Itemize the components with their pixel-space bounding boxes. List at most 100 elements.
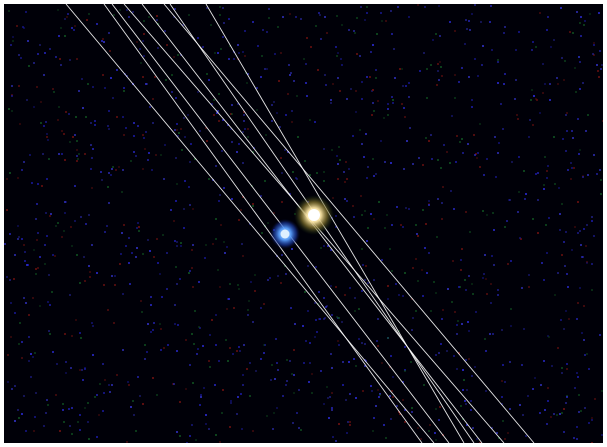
noise-pixel bbox=[8, 108, 10, 110]
noise-pixel bbox=[342, 384, 344, 386]
noise-pixel bbox=[387, 103, 389, 105]
noise-pixel bbox=[64, 333, 66, 335]
noise-pixel bbox=[141, 311, 143, 313]
noise-pixel bbox=[329, 396, 331, 398]
noise-pixel bbox=[587, 174, 589, 176]
noise-pixel bbox=[268, 8, 270, 10]
noise-pixel bbox=[199, 130, 201, 132]
noise-pixel bbox=[582, 176, 584, 178]
noise-pixel bbox=[596, 173, 598, 175]
noise-pixel bbox=[389, 366, 391, 368]
noise-pixel bbox=[185, 388, 187, 390]
noise-pixel bbox=[64, 201, 66, 203]
noise-pixel bbox=[583, 228, 585, 230]
noise-pixel bbox=[518, 156, 520, 158]
noise-pixel bbox=[145, 131, 147, 133]
noise-pixel bbox=[185, 339, 187, 341]
noise-pixel bbox=[546, 29, 548, 31]
noise-pixel bbox=[355, 111, 357, 113]
noise-pixel bbox=[528, 136, 530, 138]
noise-pixel bbox=[582, 82, 584, 84]
noise-pixel bbox=[84, 368, 86, 370]
noise-pixel bbox=[391, 96, 393, 98]
noise-pixel bbox=[67, 13, 69, 15]
noise-pixel bbox=[41, 185, 43, 187]
noise-pixel bbox=[489, 21, 491, 23]
noise-pixel bbox=[397, 6, 399, 8]
noise-pixel bbox=[330, 99, 332, 101]
noise-pixel bbox=[219, 194, 221, 196]
noise-pixel bbox=[575, 91, 577, 93]
noise-pixel bbox=[225, 339, 227, 341]
noise-pixel bbox=[206, 7, 208, 9]
noise-pixel bbox=[328, 417, 330, 419]
noise-pixel bbox=[494, 136, 496, 138]
noise-pixel bbox=[79, 282, 81, 284]
noise-pixel bbox=[456, 135, 458, 137]
noise-pixel bbox=[35, 218, 37, 220]
noise-pixel bbox=[378, 201, 380, 203]
noise-pixel bbox=[243, 344, 245, 346]
noise-pixel bbox=[456, 324, 458, 326]
noise-pixel bbox=[332, 83, 334, 85]
noise-pixel bbox=[112, 97, 114, 99]
noise-pixel bbox=[475, 311, 477, 313]
noise-pixel bbox=[393, 48, 395, 50]
noise-pixel bbox=[377, 318, 379, 320]
noise-pixel bbox=[48, 274, 50, 276]
noise-pixel bbox=[404, 409, 406, 411]
noise-pixel bbox=[361, 98, 363, 100]
noise-pixel bbox=[205, 127, 207, 129]
noise-pixel bbox=[139, 395, 141, 397]
noise-pixel bbox=[576, 318, 578, 320]
noise-pixel bbox=[482, 210, 484, 212]
noise-pixel bbox=[516, 114, 518, 116]
noise-pixel bbox=[421, 269, 423, 271]
noise-pixel bbox=[465, 19, 467, 21]
noise-pixel bbox=[204, 257, 206, 259]
noise-pixel bbox=[543, 188, 545, 190]
noise-pixel bbox=[29, 154, 31, 156]
noise-pixel bbox=[561, 372, 563, 374]
noise-pixel bbox=[108, 384, 110, 386]
noise-pixel bbox=[110, 174, 112, 176]
noise-pixel bbox=[291, 121, 293, 123]
noise-pixel bbox=[103, 284, 105, 286]
noise-pixel bbox=[84, 280, 86, 282]
noise-pixel bbox=[189, 270, 191, 272]
noise-pixel bbox=[59, 430, 61, 432]
noise-pixel bbox=[342, 361, 344, 363]
noise-pixel bbox=[293, 80, 295, 82]
noise-pixel bbox=[324, 317, 326, 319]
noise-pixel bbox=[560, 7, 562, 9]
noise-pixel bbox=[502, 364, 504, 366]
noise-pixel bbox=[228, 298, 230, 300]
noise-pixel bbox=[46, 399, 48, 401]
noise-pixel bbox=[94, 396, 96, 398]
noise-pixel bbox=[12, 36, 14, 38]
noise-pixel bbox=[223, 241, 225, 243]
noise-pixel bbox=[215, 314, 217, 316]
noise-pixel bbox=[56, 363, 58, 365]
noise-pixel bbox=[325, 306, 327, 308]
noise-pixel bbox=[197, 91, 199, 93]
noise-pixel bbox=[441, 202, 443, 204]
noise-pixel bbox=[319, 14, 321, 16]
noise-pixel bbox=[49, 333, 51, 335]
noise-pixel bbox=[338, 344, 340, 346]
noise-pixel bbox=[586, 353, 588, 355]
noise-pixel bbox=[286, 359, 288, 361]
noise-pixel bbox=[104, 379, 106, 381]
noise-pixel bbox=[160, 349, 162, 351]
noise-pixel bbox=[205, 423, 207, 425]
noise-pixel bbox=[598, 12, 600, 14]
noise-pixel bbox=[343, 171, 345, 173]
noise-pixel bbox=[591, 442, 593, 443]
noise-pixel bbox=[484, 254, 486, 256]
noise-pixel bbox=[442, 309, 444, 311]
noise-pixel bbox=[281, 172, 283, 174]
noise-pixel bbox=[335, 46, 337, 48]
satellite-track-line bbox=[65, 4, 435, 443]
noise-pixel bbox=[504, 73, 506, 75]
noise-pixel bbox=[247, 136, 249, 138]
